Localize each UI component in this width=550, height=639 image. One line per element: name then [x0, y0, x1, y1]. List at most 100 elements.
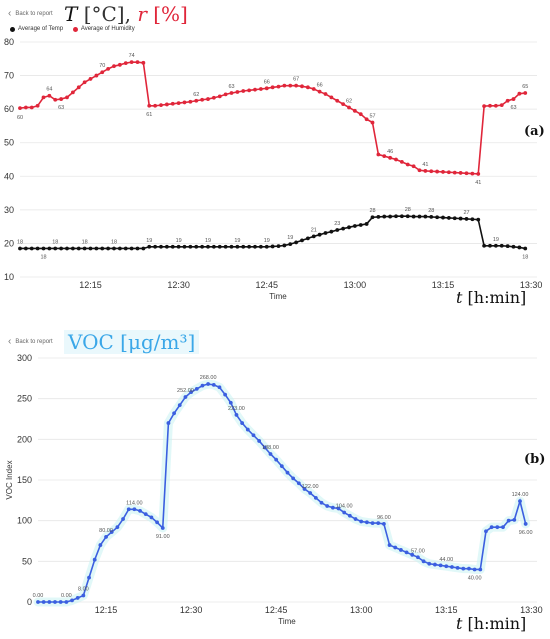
data-label-average-of-humidity: 67	[293, 77, 299, 83]
data-label-average-of-temp: 18	[17, 239, 23, 245]
data-point-average-of-humidity	[311, 87, 316, 91]
x-tick-label: 13:15	[435, 605, 458, 615]
data-point-average-of-temp	[211, 244, 216, 249]
data-point-voc	[370, 521, 375, 526]
data-point-average-of-humidity	[446, 170, 451, 175]
data-point-average-of-temp	[241, 244, 246, 249]
data-point-voc	[58, 600, 63, 604]
data-label-average-of-humidity: 65	[522, 84, 528, 90]
data-point-voc	[319, 500, 324, 505]
data-point-voc	[455, 565, 460, 570]
data-point-voc	[104, 535, 108, 539]
data-point-average-of-temp	[405, 214, 410, 219]
data-label-average-of-temp: 18	[40, 254, 46, 260]
time-unit-b: [h:min]	[462, 614, 527, 633]
data-point-average-of-humidity	[364, 117, 369, 122]
data-label-voc: 91.00	[156, 534, 170, 540]
data-point-voc	[234, 413, 239, 417]
data-label-average-of-temp: 19	[234, 238, 240, 244]
data-point-average-of-humidity	[493, 103, 498, 108]
legend-item-temp[interactable]: Average of Temp	[10, 26, 63, 32]
y-tick-label: 300	[17, 353, 32, 363]
y-tick-label: 150	[17, 475, 32, 485]
data-point-average-of-humidity	[376, 152, 381, 157]
back-label: Back to report	[15, 339, 53, 345]
data-point-average-of-temp	[18, 246, 22, 251]
data-point-average-of-temp	[376, 215, 381, 219]
data-point-voc	[109, 530, 114, 534]
data-label-average-of-humidity: 41	[475, 180, 481, 186]
chart-legend: Average of Temp Average of Humidity	[10, 26, 143, 34]
data-point-average-of-humidity	[211, 95, 216, 100]
data-point-average-of-humidity	[323, 92, 328, 96]
back-to-report-link[interactable]: ‹ Back to report	[8, 336, 53, 347]
data-point-average-of-temp	[112, 246, 116, 251]
data-point-average-of-temp	[446, 216, 451, 220]
data-point-average-of-temp	[317, 232, 322, 237]
data-point-voc	[138, 509, 142, 513]
data-point-average-of-humidity	[511, 97, 516, 101]
panel-temp-humidity: ‹ Back to report T [°C], r [%] Average of…	[0, 0, 550, 310]
data-point-average-of-temp	[106, 246, 111, 251]
data-label-average-of-temp: 19	[287, 235, 293, 241]
y-tick-label: 60	[4, 104, 14, 114]
data-label-voc: 252.00	[177, 388, 194, 394]
data-label-voc: 114.00	[126, 500, 142, 506]
data-point-average-of-humidity	[170, 101, 175, 106]
data-point-average-of-humidity	[253, 87, 257, 92]
data-point-voc	[421, 559, 426, 564]
data-point-voc	[478, 567, 483, 572]
data-point-average-of-humidity	[200, 97, 205, 102]
data-point-voc	[121, 517, 125, 521]
data-point-average-of-temp	[282, 243, 287, 248]
data-point-average-of-temp	[311, 234, 316, 239]
data-point-average-of-temp	[59, 246, 64, 251]
data-point-average-of-temp	[229, 244, 234, 249]
data-point-voc	[53, 600, 57, 604]
data-point-average-of-humidity	[206, 97, 210, 101]
data-point-average-of-humidity	[352, 108, 357, 113]
data-point-average-of-humidity	[317, 89, 322, 94]
data-label-voc: 122.00	[302, 484, 319, 490]
data-point-voc	[427, 561, 432, 566]
data-point-average-of-humidity	[100, 70, 105, 75]
data-point-average-of-temp	[464, 217, 469, 221]
data-point-voc	[262, 445, 267, 450]
legend-label-temp: Average of Temp	[18, 26, 64, 32]
data-label-average-of-humidity: 61	[146, 112, 152, 118]
data-point-average-of-humidity	[470, 171, 475, 176]
y-tick-label: 100	[17, 516, 32, 526]
y-tick-label: 0	[27, 597, 32, 607]
data-point-voc	[506, 518, 511, 523]
data-label-voc: 80.00	[99, 528, 113, 534]
data-point-average-of-humidity	[247, 88, 252, 93]
data-label-average-of-temp: 19	[146, 238, 152, 244]
data-point-average-of-temp	[129, 246, 134, 251]
data-point-average-of-temp	[394, 214, 398, 219]
data-point-average-of-humidity	[147, 103, 152, 108]
data-label-voc: 0.00	[33, 593, 44, 599]
data-point-voc	[41, 600, 46, 604]
chart-title-voc: VOC [μg/m³]	[64, 330, 200, 354]
x-tick-label: 12:30	[167, 280, 190, 290]
data-point-average-of-humidity	[305, 85, 310, 90]
data-point-average-of-humidity	[499, 103, 504, 108]
data-point-average-of-humidity	[176, 101, 181, 105]
legend-item-humidity[interactable]: Average of Humidity	[72, 26, 135, 32]
data-label-voc: 96.00	[519, 530, 533, 536]
data-point-average-of-humidity	[164, 102, 169, 107]
data-point-average-of-humidity	[70, 90, 75, 95]
data-point-average-of-humidity	[94, 73, 99, 78]
data-point-average-of-temp	[305, 236, 310, 241]
title-unit-t: [°C],	[77, 2, 138, 26]
data-point-voc	[416, 555, 420, 560]
data-point-voc	[172, 411, 176, 416]
data-point-voc	[410, 552, 415, 557]
data-point-average-of-humidity	[464, 171, 469, 176]
data-point-average-of-humidity	[23, 105, 28, 110]
data-point-voc	[330, 505, 335, 510]
data-point-average-of-temp	[476, 217, 481, 222]
data-point-voc	[467, 566, 471, 571]
chart-temp-humidity: 10 20 30 40 50 60 70 80 12:15 12:30 12:45 13:00 13:1…	[4, 37, 542, 301]
back-to-report-link[interactable]: ‹ Back to report	[8, 8, 53, 19]
